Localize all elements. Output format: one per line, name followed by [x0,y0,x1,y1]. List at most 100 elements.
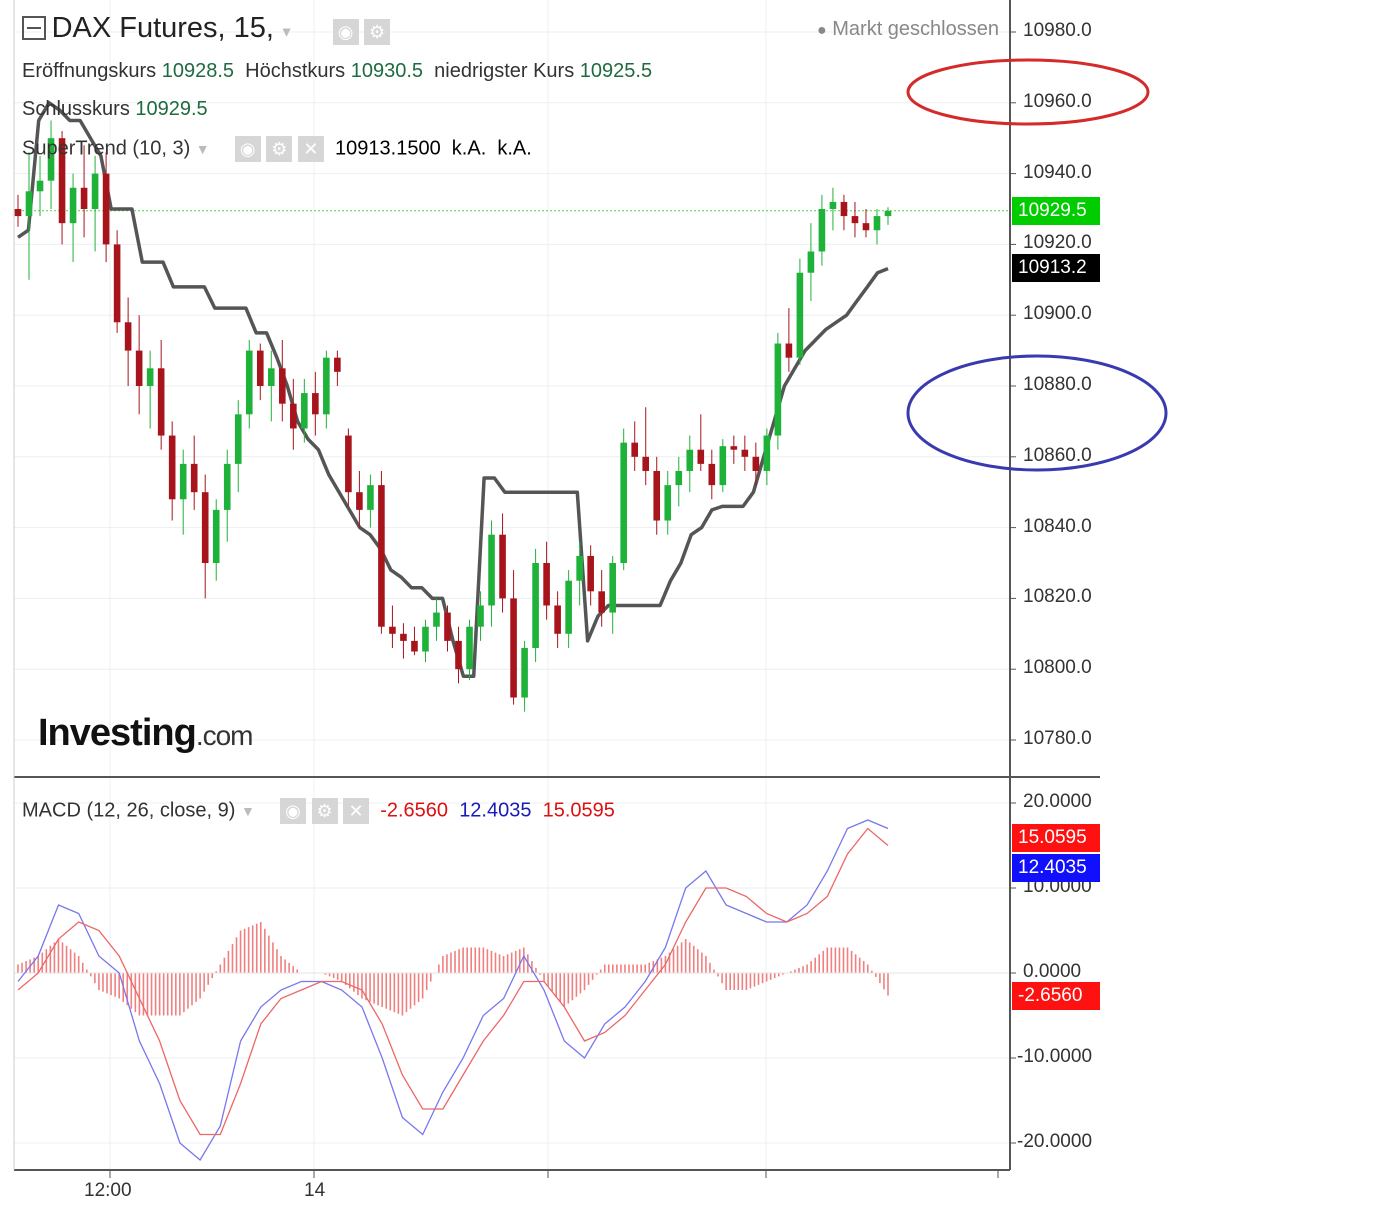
candle [312,371,319,436]
candle-body [686,449,694,471]
candle [796,258,804,365]
candle [113,230,121,333]
candle [818,194,826,266]
price-tick-label: 10900.0 [1023,303,1092,325]
time-tick-label: 12:00 [84,1180,132,1201]
candle [124,297,132,386]
candle [510,570,517,705]
candle [763,428,771,486]
candle-body [829,201,837,209]
logo-text: Investing [38,712,197,754]
close-value: 10929.5 [135,98,208,120]
candle [378,470,385,634]
supertrend-values: 10913.1500 k.A. k.A. [335,137,532,160]
price-tick-label: 10920.0 [1023,232,1092,254]
candle-body [598,591,605,613]
candle-body [422,626,429,652]
candle [851,201,859,238]
candle [664,470,672,535]
candle-body [532,563,539,648]
candle-body [36,180,44,192]
candle [554,591,561,648]
ohlc-row-2: Schlusskurs 10929.5 [22,98,208,121]
candle-body [223,463,231,510]
candle [499,513,506,613]
chevron-down-icon[interactable]: ▼ [279,23,294,40]
candle [14,194,22,227]
close-icon[interactable]: ✕ [343,798,370,824]
candle [135,315,143,415]
low-label: niedrigster Kurs [434,60,575,82]
candle-body [543,563,550,606]
candle [69,173,77,263]
macd-hist-tag: -2.6560 [1012,982,1100,1010]
investing-logo: Investing.com [38,712,253,755]
candle [323,350,330,429]
price-tick-label: 10780.0 [1023,728,1092,749]
candle [411,626,418,656]
candle-body [301,393,308,429]
candle [25,152,33,280]
candle-body [521,647,528,698]
annotations [906,58,1168,472]
macd-line-tag: 12.4035 [1012,854,1100,882]
last-price-tag: 10929.5 [1012,196,1100,225]
candle [807,223,815,302]
candle-body [708,463,716,486]
candle [752,442,760,486]
candle-body [389,626,396,634]
macd-label[interactable]: MACD (12, 26, close, 9) [22,799,236,822]
candle [234,400,242,493]
close-icon[interactable]: ✕ [297,136,324,162]
supertrend-header: SuperTrend (10, 3) ▼ ◉ ⚙ ✕ 10913.1500 k.… [22,136,532,162]
gear-icon[interactable]: ⚙ [311,798,338,824]
candle [587,545,594,606]
candle-body [245,350,253,415]
eye-icon[interactable]: ◉ [279,798,306,824]
status-dot-icon: ● [817,22,827,39]
chevron-down-icon[interactable]: ▼ [195,141,210,157]
candle-body [14,209,22,217]
eye-icon[interactable]: ◉ [234,136,261,162]
gear-icon[interactable]: ⚙ [266,136,293,162]
candle-body [58,138,66,224]
candle [653,456,661,535]
candle-body [873,216,881,231]
candle-body [91,173,99,209]
candle [201,474,209,599]
candle [345,428,352,507]
candle [631,421,639,471]
candle [642,407,650,486]
candle [422,619,429,663]
eye-icon[interactable]: ◉ [332,18,359,45]
macd-tick-label: 0.0000 [1023,961,1082,982]
candle-body [367,485,374,510]
red-ellipse-annotation [906,58,1150,126]
candle-body [345,435,352,493]
candle-body [334,357,341,372]
candle-body [653,470,661,521]
candle-body [168,435,176,500]
candle-body [796,272,804,358]
candle-body [565,580,572,634]
price-tick-label: 10940.0 [1023,161,1092,183]
time-tick-label: 14 [304,1180,326,1201]
candle [741,435,749,471]
gear-icon[interactable]: ⚙ [364,18,391,45]
supertrend-label[interactable]: SuperTrend (10, 3) [22,137,191,160]
collapse-icon[interactable] [22,15,46,40]
candle-body [179,463,187,500]
chevron-down-icon[interactable]: ▼ [240,803,255,819]
candle-body [466,626,473,670]
candle [884,207,892,225]
candle [521,640,528,712]
candle-body [400,633,407,641]
candle [334,350,341,386]
macd-signal-value: 15.0595 [542,799,615,822]
supertrend-price-tag: 10913.2 [1012,254,1100,283]
candle [223,449,231,542]
candle-body [433,612,440,627]
candle-body [554,605,561,634]
candle-body [323,357,330,415]
